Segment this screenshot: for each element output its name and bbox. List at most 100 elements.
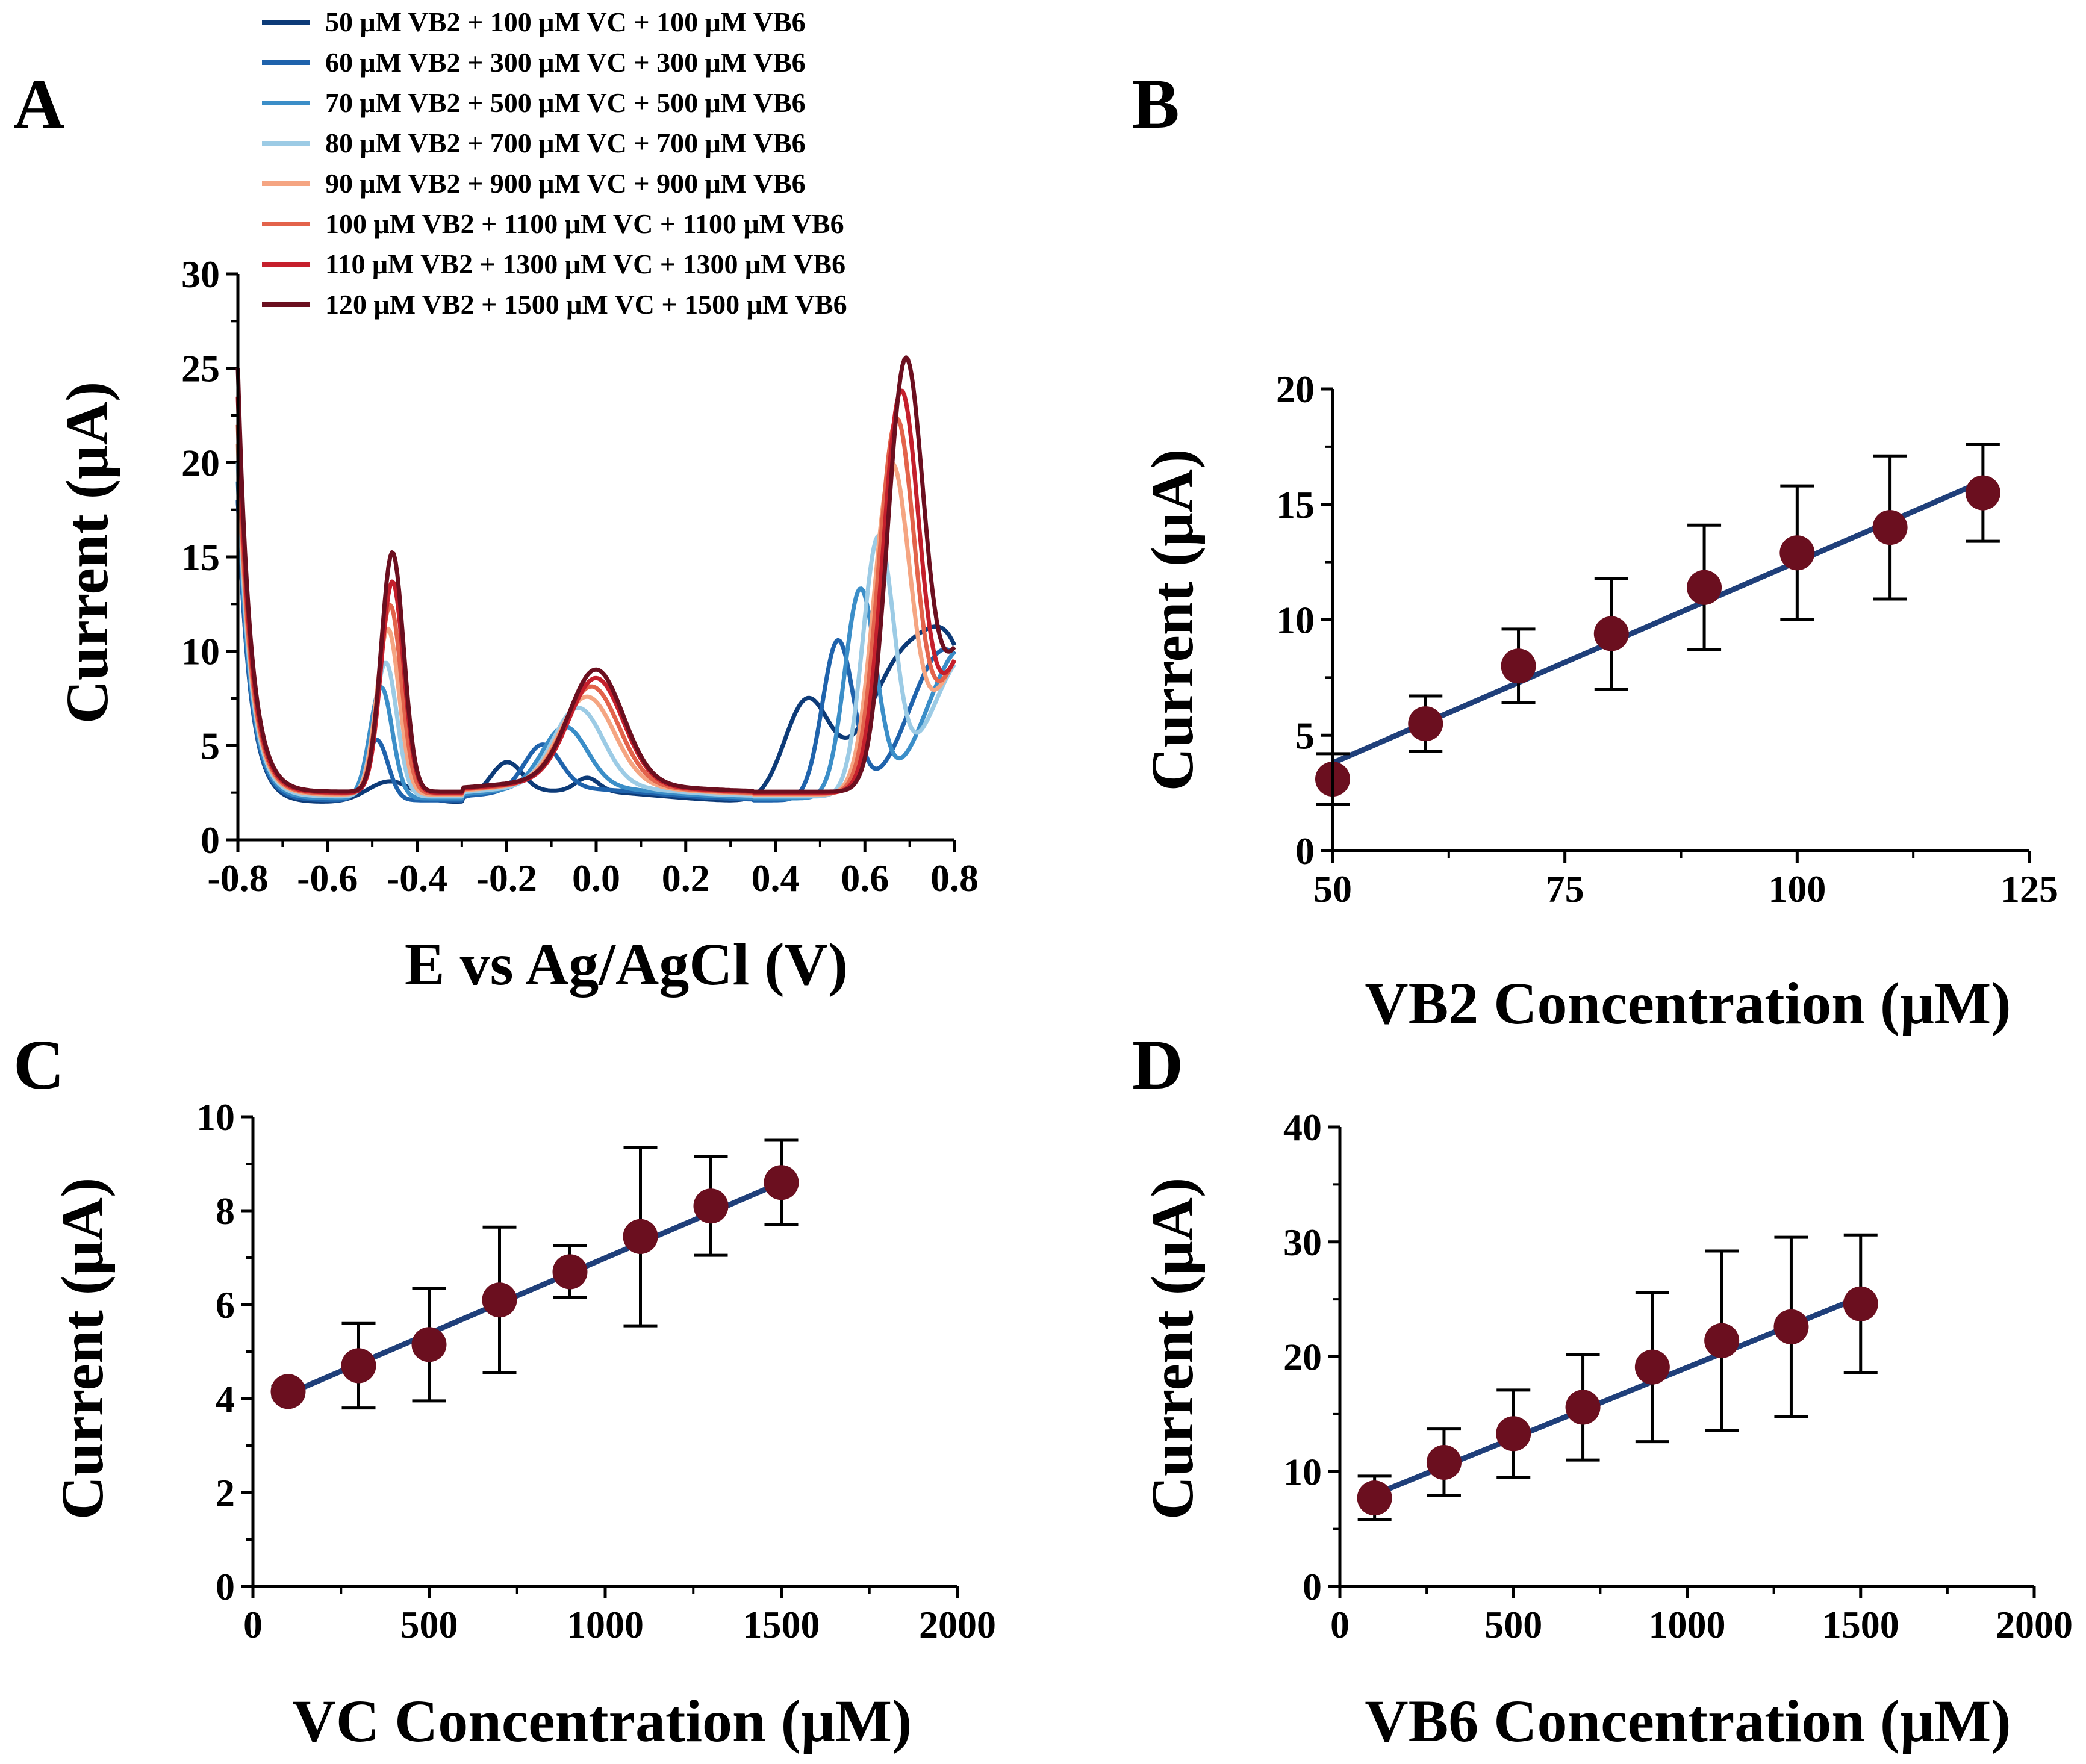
x-tick-label: 2000	[919, 1603, 996, 1646]
axes	[1331, 389, 2029, 852]
legend-label: 80 μM VB2 + 700 μM VC + 700 μM VB6	[325, 128, 806, 158]
plot-area	[1315, 443, 2000, 806]
y-axis-ticks: 0 5 10 15 20	[1276, 368, 1333, 872]
y-tick-label: 6	[216, 1284, 235, 1326]
x-tick-label: 0.2	[662, 857, 710, 899]
series-line	[235, 462, 956, 799]
y-tick-label: 20	[1276, 368, 1315, 411]
x-axis-ticks: 50 75 100 125	[1313, 851, 2058, 910]
panel-a: A 50 μM VB2 + 100 μM VC + 100 μM VB6 60 μ…	[13, 7, 979, 998]
axes	[251, 1117, 957, 1588]
data-point	[1565, 1390, 1601, 1425]
y-axis-ticks: 0 10 20 30 40	[1283, 1106, 1340, 1608]
x-tick-label: 0.0	[572, 857, 620, 899]
y-tick-label: 4	[216, 1377, 235, 1420]
series-group	[235, 355, 957, 804]
legend-label: 110 μM VB2 + 1300 μM VC + 1300 μM VB6	[325, 249, 845, 279]
y-tick-label: 0	[216, 1565, 235, 1608]
data-point	[1426, 1444, 1462, 1480]
data-point	[1965, 475, 2000, 511]
y-axis-title: Current (μA)	[1139, 1178, 1206, 1520]
x-tick-label: 1500	[1822, 1603, 1899, 1646]
x-tick-label: 0.6	[841, 857, 889, 899]
panel-c: C 0 2 4 6 8 10 0 500 1000 1500 2000 VC Concentrat…	[13, 1025, 996, 1754]
legend: 50 μM VB2 + 100 μM VC + 100 μM VB6 60 μM …	[262, 7, 847, 320]
plot-area	[270, 1138, 799, 1410]
x-axis-title: VB6 Concentration (μM)	[1365, 1688, 2011, 1754]
y-tick-label: 2	[216, 1471, 235, 1514]
data-point	[1872, 510, 1908, 545]
x-tick-label: 2000	[1996, 1603, 2073, 1646]
x-tick-label: -0.6	[297, 857, 358, 899]
y-axis-title: Current (μA)	[54, 382, 120, 724]
x-axis-title: VC Concentration (μM)	[293, 1688, 912, 1754]
y-tick-label: 10	[181, 630, 220, 673]
y-tick-label: 0	[201, 819, 220, 862]
y-tick-label: 40	[1283, 1106, 1322, 1149]
y-axis-ticks: 0 5 10 15 20 25 30	[181, 253, 238, 862]
x-tick-label: 1500	[743, 1603, 820, 1646]
data-point	[1501, 648, 1536, 684]
panel-letter-b: B	[1132, 64, 1180, 143]
y-axis-title: Current (μA)	[1139, 449, 1206, 792]
legend-label: 70 μM VB2 + 500 μM VC + 500 μM VB6	[325, 87, 806, 118]
data-point	[1634, 1349, 1670, 1385]
legend-label: 60 μM VB2 + 300 μM VC + 300 μM VB6	[325, 47, 806, 78]
y-tick-label: 15	[1276, 483, 1315, 526]
y-tick-label: 20	[181, 441, 220, 484]
series-line	[235, 443, 957, 797]
y-tick-label: 10	[1276, 599, 1315, 642]
data-point	[552, 1254, 588, 1290]
data-point	[693, 1188, 729, 1224]
y-axis-ticks: 0 2 4 6 8 10	[196, 1096, 253, 1608]
data-point	[1496, 1416, 1531, 1452]
y-tick-label: 30	[1283, 1221, 1322, 1264]
panel-letter-a: A	[13, 64, 64, 143]
data-point	[1357, 1480, 1392, 1516]
axes	[1338, 1127, 2034, 1588]
x-tick-label: 50	[1313, 868, 1352, 910]
x-tick-label: 0	[243, 1603, 263, 1646]
y-tick-label: 0	[1303, 1565, 1322, 1608]
x-tick-label: 500	[1484, 1603, 1542, 1646]
data-point	[1773, 1309, 1809, 1344]
y-tick-label: 8	[216, 1190, 235, 1232]
data-point	[411, 1327, 447, 1362]
plot-area	[1357, 1233, 1878, 1521]
data-point	[764, 1165, 799, 1200]
x-tick-label: 100	[1768, 868, 1826, 910]
y-axis-title: Current (μA)	[49, 1178, 116, 1520]
y-tick-label: 5	[1295, 714, 1315, 757]
y-tick-label: 25	[181, 347, 220, 390]
panel-b: B 0 5 10 15 20 50 75 100 125 VB2 Concentration …	[1132, 64, 2058, 1037]
x-axis-ticks: -0.8 -0.6 -0.4 -0.2 0.0 0.2 0.4 0.6 0.8	[207, 840, 979, 899]
legend-label: 50 μM VB2 + 100 μM VC + 100 μM VB6	[325, 7, 806, 37]
data-point	[1704, 1323, 1740, 1358]
series-line	[235, 388, 957, 795]
y-tick-label: 15	[181, 536, 220, 579]
x-tick-label: 75	[1546, 868, 1584, 910]
panel-letter-c: C	[13, 1025, 64, 1104]
legend-label: 100 μM VB2 + 1100 μM VC + 1100 μM VB6	[325, 208, 844, 239]
data-point	[1843, 1286, 1878, 1321]
x-axis-ticks: 0 500 1000 1500 2000	[1330, 1586, 2073, 1646]
axes	[236, 274, 954, 842]
x-tick-label: 125	[2000, 868, 2058, 910]
x-tick-label: -0.2	[476, 857, 537, 899]
x-tick-label: 500	[400, 1603, 458, 1646]
x-tick-label: 1000	[567, 1603, 644, 1646]
x-tick-label: -0.4	[387, 857, 447, 899]
x-tick-label: 1000	[1649, 1603, 1726, 1646]
x-tick-label: 0	[1330, 1603, 1350, 1646]
y-tick-label: 0	[1295, 830, 1315, 872]
y-tick-label: 10	[196, 1096, 235, 1138]
legend-label: 120 μM VB2 + 1500 μM VC + 1500 μM VB6	[325, 289, 847, 320]
series-line	[235, 481, 956, 801]
y-tick-label: 10	[1283, 1450, 1322, 1493]
data-point	[1408, 706, 1443, 742]
data-point	[1593, 616, 1629, 651]
panel-letter-d: D	[1132, 1025, 1183, 1104]
x-axis-title: VB2 Concentration (μM)	[1365, 970, 2011, 1037]
panel-d: D 0 10 20 30 40 0 500 1000 1500 2000 VB6 Concent…	[1132, 1025, 2073, 1754]
x-axis-ticks: 0 500 1000 1500 2000	[243, 1586, 996, 1646]
